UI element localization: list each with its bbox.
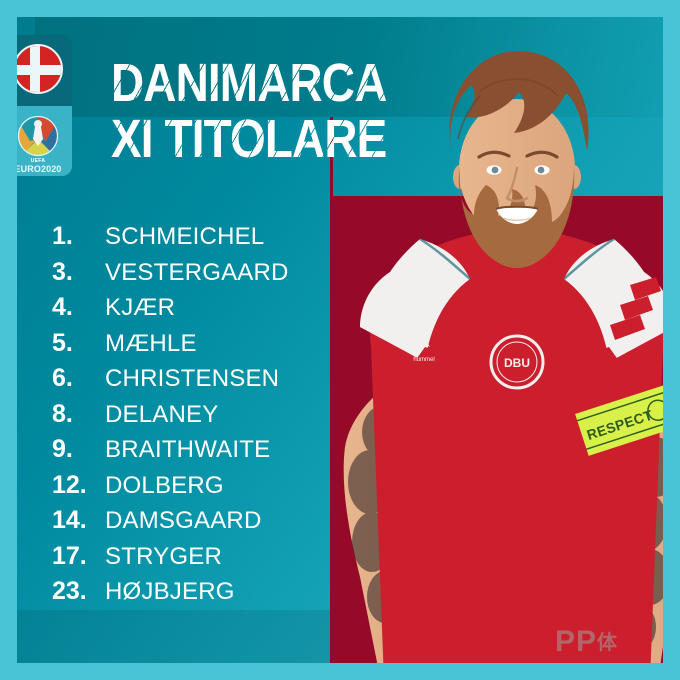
svg-text:EURO2020: EURO2020	[17, 164, 61, 174]
svg-text:hummel: hummel	[413, 357, 434, 363]
svg-text:DBU: DBU	[504, 356, 530, 370]
